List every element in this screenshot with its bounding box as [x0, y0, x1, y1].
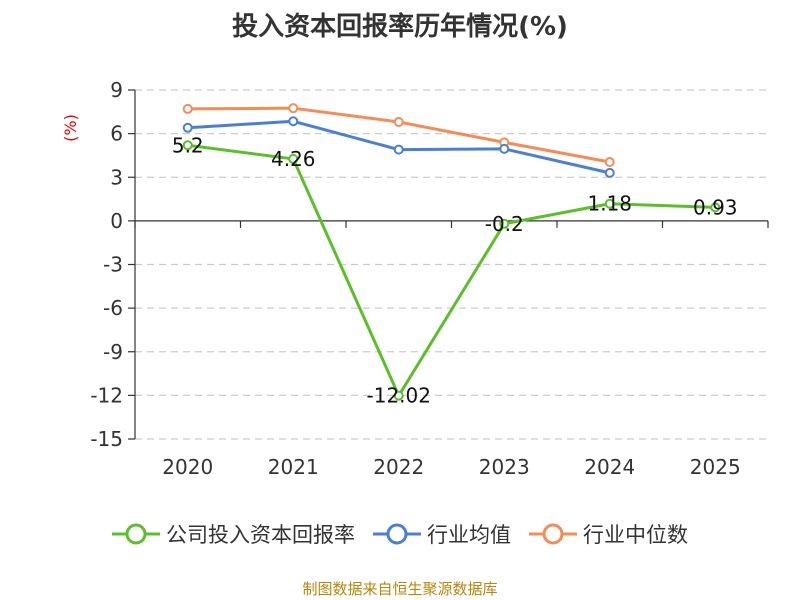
data-point — [182, 122, 193, 133]
data-point — [604, 156, 615, 167]
x-tick-label: 2024 — [584, 455, 635, 479]
legend: 公司投入资本回报率 行业均值 行业中位数 — [0, 519, 800, 549]
legend-item-industry-mean[interactable]: 行业均值 — [373, 519, 511, 549]
data-label: -12.02 — [367, 384, 431, 408]
y-tick-label: -15 — [90, 427, 123, 451]
chart-title: 投入资本回报率历年情况(%) — [232, 12, 568, 42]
x-tick-label: 2025 — [690, 455, 741, 479]
y-axis-label: (%) — [61, 114, 80, 142]
y-tick-label: -3 — [103, 253, 123, 277]
data-label: 1.18 — [587, 192, 632, 216]
data-label: 4.26 — [271, 147, 316, 171]
legend-line-circle-icon — [373, 523, 421, 545]
y-tick-label: -9 — [103, 340, 123, 364]
data-point — [710, 202, 721, 213]
data-source-note: 制图数据来自恒生聚源数据库 — [302, 580, 498, 598]
data-point — [393, 390, 404, 401]
data-point — [393, 144, 404, 155]
data-label: -0.2 — [485, 212, 524, 236]
y-tick-label: 6 — [110, 122, 123, 146]
legend-label: 公司投入资本回报率 — [166, 523, 355, 547]
data-point — [288, 116, 299, 127]
y-tick-label: -12 — [90, 383, 123, 407]
legend-label: 行业中位数 — [583, 523, 688, 547]
x-tick-label: 2022 — [373, 455, 424, 479]
data-label: 0.93 — [693, 195, 738, 219]
data-point — [499, 143, 510, 154]
y-tick-label: 0 — [110, 209, 123, 233]
x-tick-label: 2020 — [162, 455, 213, 479]
data-point — [604, 198, 615, 209]
x-tick-label: 2023 — [479, 455, 530, 479]
data-point — [182, 103, 193, 114]
data-point — [393, 116, 404, 127]
data-point — [288, 153, 299, 164]
x-tick-label: 2021 — [268, 455, 319, 479]
legend-line-circle-icon — [112, 523, 160, 545]
y-tick-label: -6 — [103, 296, 123, 320]
data-point — [604, 167, 615, 178]
data-label: 5.2 — [172, 133, 204, 157]
legend-item-company[interactable]: 公司投入资本回报率 — [112, 519, 355, 549]
y-tick-label: 3 — [110, 165, 123, 189]
legend-label: 行业均值 — [427, 523, 511, 547]
data-point — [499, 218, 510, 229]
series-line — [187, 143, 716, 398]
legend-line-circle-icon — [529, 523, 577, 545]
legend-item-industry-median[interactable]: 行业中位数 — [529, 519, 688, 549]
data-point — [182, 140, 193, 151]
y-tick-label: 9 — [110, 78, 123, 102]
data-point — [288, 103, 299, 114]
